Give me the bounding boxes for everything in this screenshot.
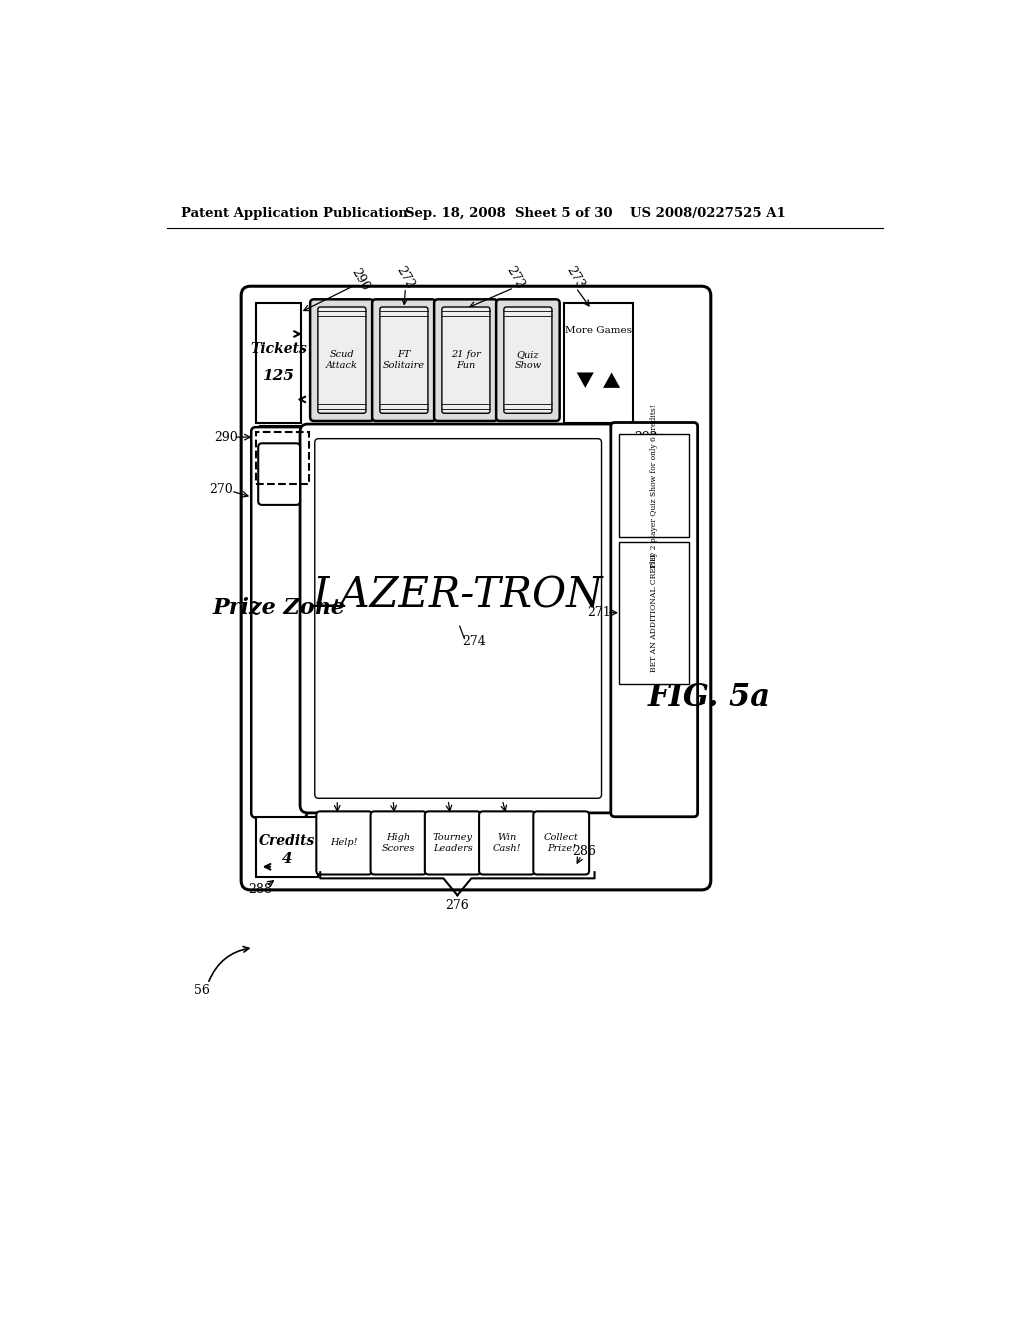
Text: 273: 273: [563, 264, 587, 292]
FancyBboxPatch shape: [256, 817, 317, 876]
Text: FT
Solitaire: FT Solitaire: [383, 350, 425, 370]
FancyBboxPatch shape: [425, 812, 480, 875]
FancyBboxPatch shape: [256, 304, 301, 422]
Text: FIG. 5a: FIG. 5a: [648, 682, 771, 713]
Text: LAZER-TRON: LAZER-TRON: [313, 574, 603, 616]
Text: Scud
Attack: Scud Attack: [326, 350, 357, 370]
FancyBboxPatch shape: [504, 308, 552, 413]
FancyBboxPatch shape: [371, 812, 426, 875]
Polygon shape: [577, 372, 594, 388]
Text: Prize Zone: Prize Zone: [213, 595, 345, 618]
Text: Patent Application Publication: Patent Application Publication: [180, 207, 408, 220]
Text: Quiz
Show: Quiz Show: [514, 350, 542, 370]
Text: 288: 288: [248, 883, 271, 896]
Text: 286: 286: [571, 845, 596, 858]
FancyBboxPatch shape: [479, 812, 535, 875]
Text: BET AN ADDITIONAL CREDIT: BET AN ADDITIONAL CREDIT: [650, 553, 658, 672]
FancyBboxPatch shape: [317, 308, 366, 413]
FancyBboxPatch shape: [314, 438, 601, 799]
Text: Credits: Credits: [259, 834, 315, 849]
Text: 56: 56: [194, 983, 210, 997]
Text: Help!: Help!: [331, 838, 358, 847]
Text: Tickets: Tickets: [250, 342, 307, 356]
Text: Sep. 18, 2008  Sheet 5 of 30: Sep. 18, 2008 Sheet 5 of 30: [406, 207, 613, 220]
Text: 280: 280: [378, 788, 401, 801]
FancyBboxPatch shape: [563, 304, 633, 422]
Text: 4: 4: [282, 853, 292, 866]
Text: 270: 270: [209, 483, 232, 496]
FancyBboxPatch shape: [534, 812, 589, 875]
FancyBboxPatch shape: [316, 812, 372, 875]
FancyBboxPatch shape: [241, 286, 711, 890]
Text: 290: 290: [215, 430, 239, 444]
FancyBboxPatch shape: [310, 300, 374, 421]
FancyBboxPatch shape: [372, 300, 435, 421]
Text: Play 2 player Quiz Show for only 6 credits!: Play 2 player Quiz Show for only 6 credi…: [650, 404, 658, 568]
Text: 125: 125: [262, 370, 294, 383]
FancyBboxPatch shape: [300, 424, 616, 813]
Text: 271: 271: [588, 606, 611, 619]
Text: US 2008/0227525 A1: US 2008/0227525 A1: [630, 207, 786, 220]
Polygon shape: [603, 372, 621, 388]
Text: 290: 290: [349, 265, 372, 293]
Text: 278: 278: [324, 788, 347, 801]
FancyBboxPatch shape: [496, 300, 560, 421]
Text: 292: 292: [634, 430, 657, 444]
Text: Tourney
Leaders: Tourney Leaders: [433, 833, 473, 853]
FancyBboxPatch shape: [611, 422, 697, 817]
Text: 284: 284: [486, 788, 510, 801]
Text: More Games: More Games: [565, 326, 632, 334]
FancyBboxPatch shape: [442, 308, 489, 413]
Text: 274: 274: [462, 635, 485, 648]
FancyBboxPatch shape: [380, 308, 428, 413]
FancyBboxPatch shape: [620, 434, 689, 537]
Text: 282: 282: [432, 788, 456, 801]
Text: 21 for
Fun: 21 for Fun: [451, 350, 481, 370]
FancyBboxPatch shape: [620, 543, 689, 684]
Text: High
Scores: High Scores: [382, 833, 415, 853]
FancyBboxPatch shape: [258, 444, 300, 506]
Text: Win
Cash!: Win Cash!: [493, 833, 521, 853]
Text: Collect
Prize!: Collect Prize!: [544, 833, 579, 853]
Text: 272: 272: [394, 264, 417, 292]
FancyBboxPatch shape: [434, 300, 498, 421]
Text: 276: 276: [445, 899, 469, 912]
FancyBboxPatch shape: [251, 428, 307, 817]
Text: 272: 272: [504, 264, 527, 292]
